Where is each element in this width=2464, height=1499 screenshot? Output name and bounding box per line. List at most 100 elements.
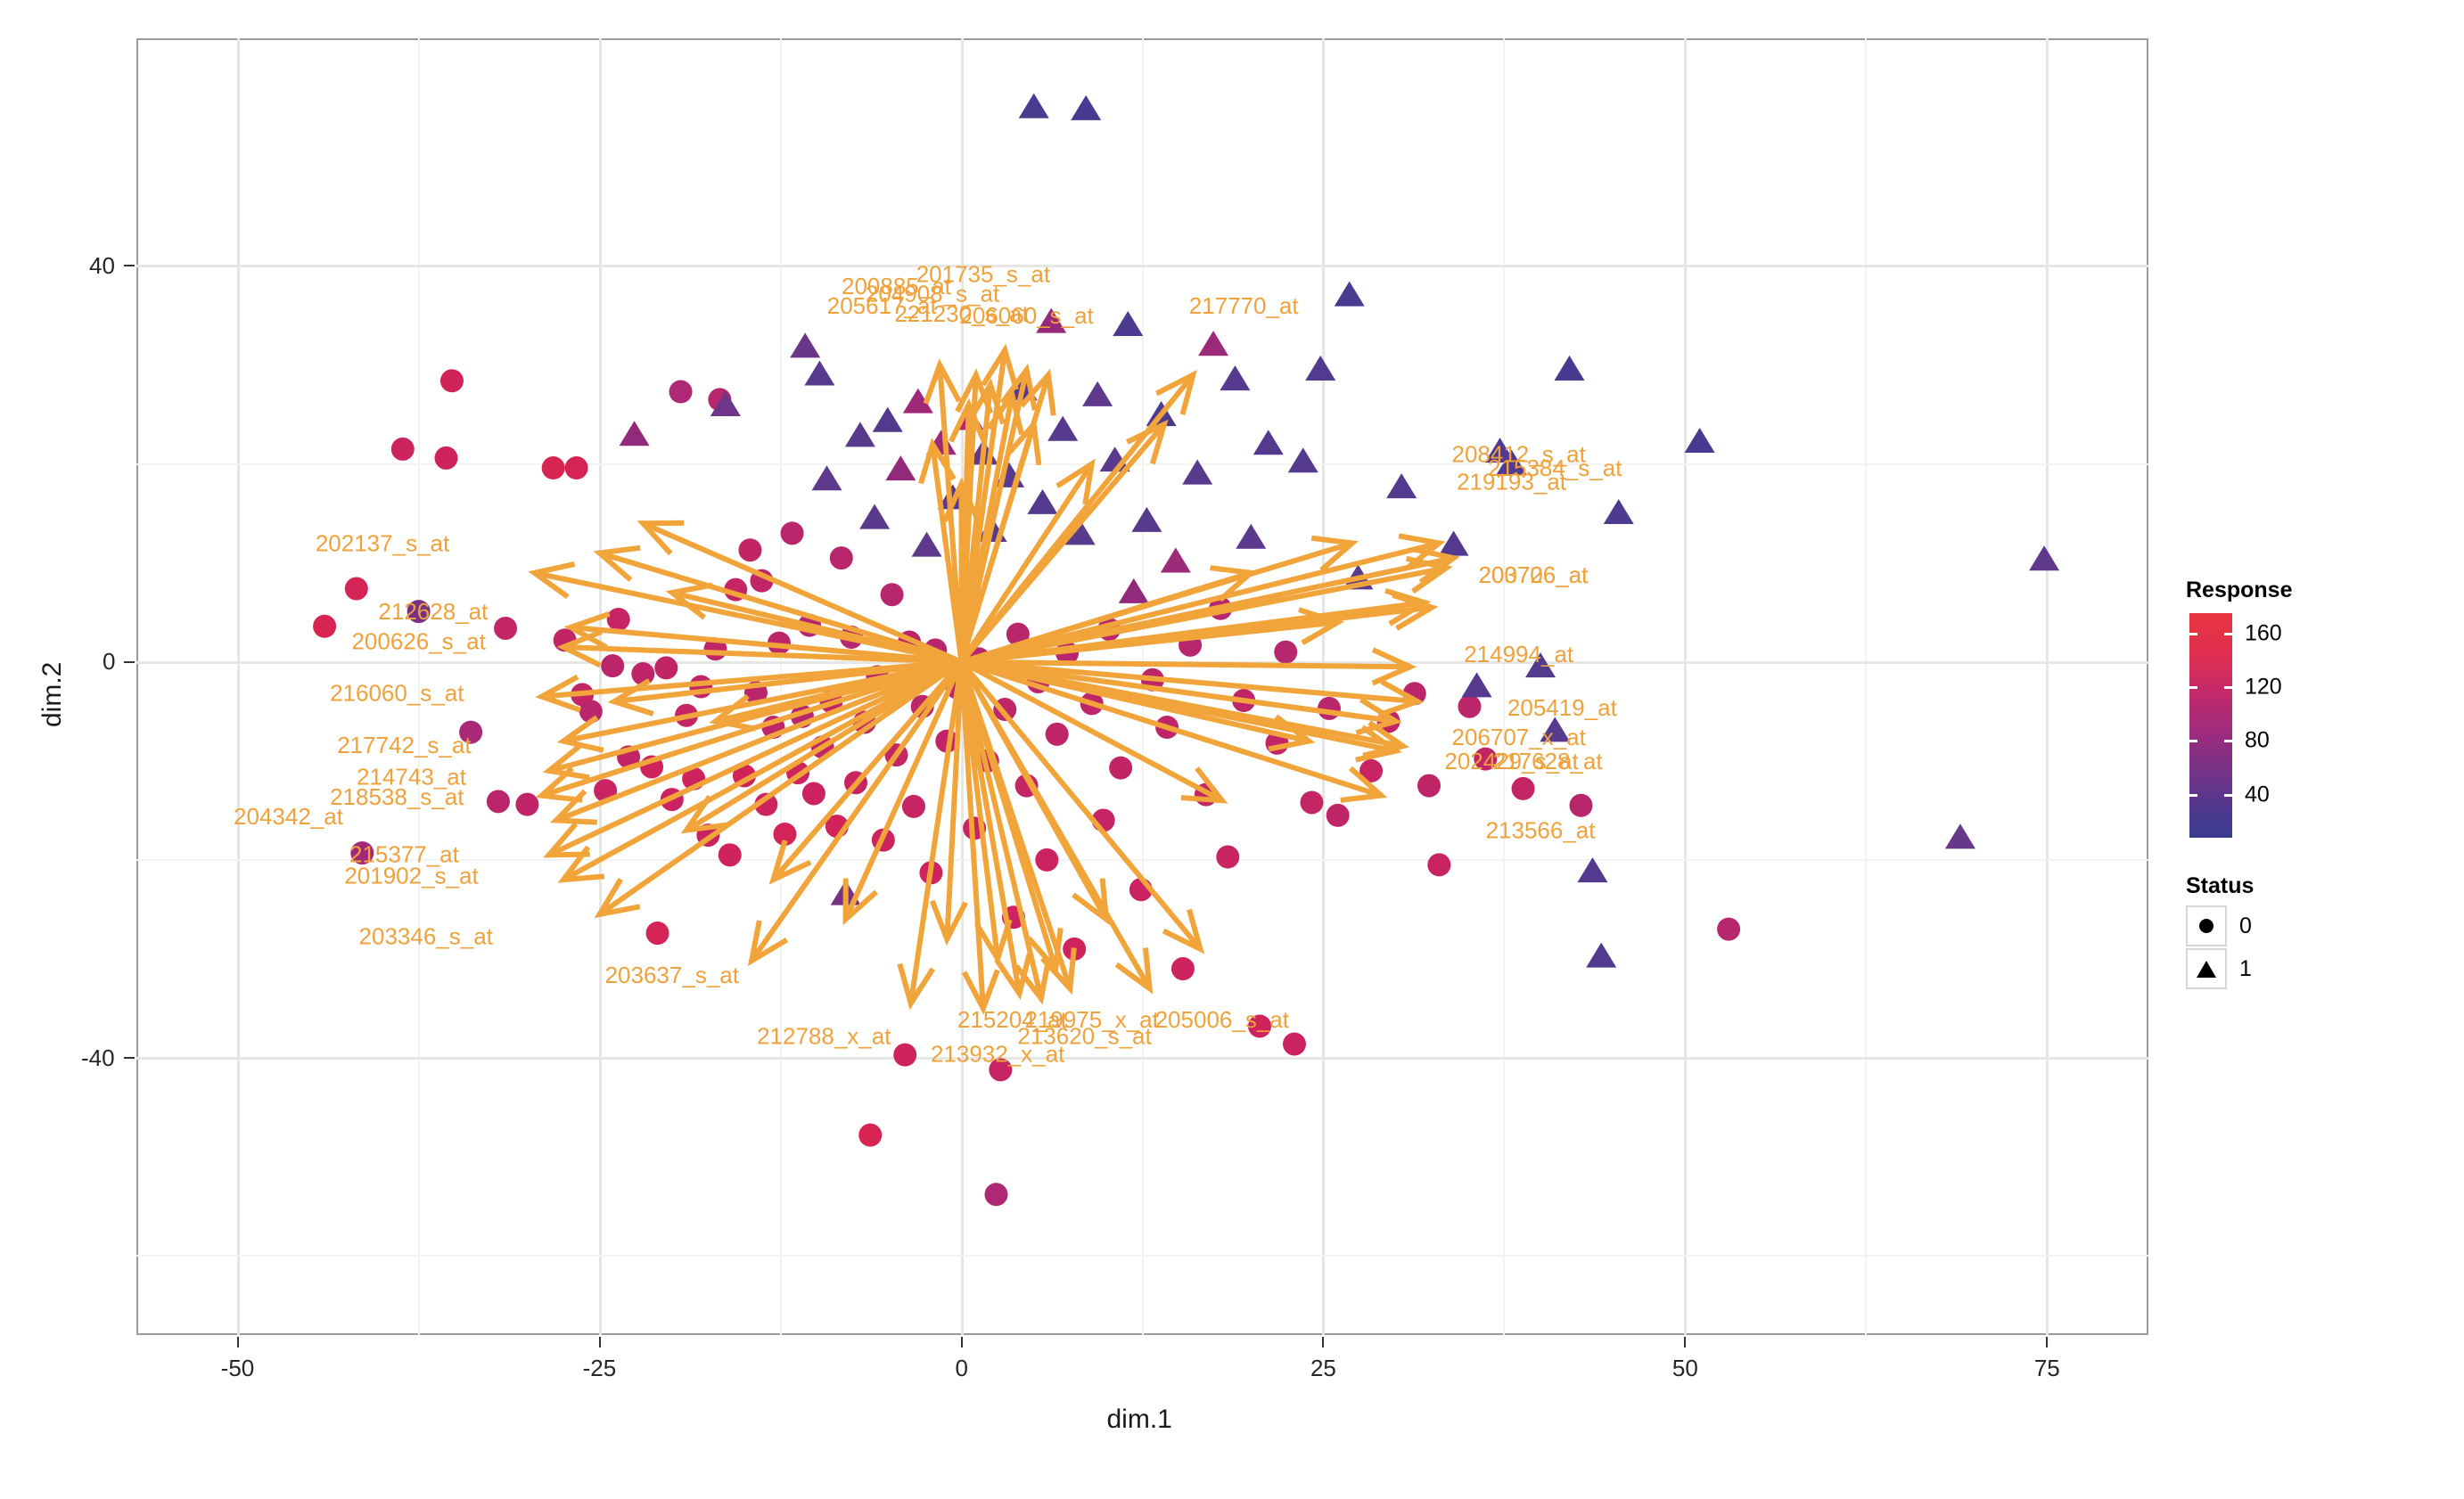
biplot-arrowhead bbox=[637, 520, 685, 556]
data-point-triangle bbox=[1027, 488, 1058, 514]
data-point-triangle bbox=[1064, 520, 1096, 545]
data-point-circle bbox=[494, 616, 518, 640]
biplot-arrow bbox=[959, 659, 1203, 951]
biplot-arrowhead bbox=[929, 899, 968, 946]
colorbar-tick bbox=[2224, 793, 2232, 797]
biplot-arrow bbox=[959, 422, 1167, 664]
biplot-arrow bbox=[642, 520, 963, 665]
data-point-circle bbox=[350, 841, 374, 865]
data-point-triangle bbox=[1160, 547, 1191, 573]
biplot-arrow bbox=[958, 661, 1001, 960]
colorbar-gradient bbox=[2189, 613, 2232, 838]
data-point-triangle bbox=[1577, 857, 1608, 883]
data-point-triangle bbox=[872, 406, 903, 432]
biplot-arrowhead bbox=[1362, 720, 1410, 758]
gridline-y-minor bbox=[136, 463, 2148, 465]
biplot-arrowhead bbox=[986, 388, 1024, 436]
data-point-triangle bbox=[1182, 459, 1213, 485]
biplot-arrow-label: 214994_at bbox=[1464, 641, 1574, 668]
biplot-arrow bbox=[961, 659, 1397, 725]
gridline-y-minor bbox=[136, 858, 2148, 861]
y-axis-title: dim.2 bbox=[37, 661, 67, 727]
data-point-triangle bbox=[1386, 473, 1417, 499]
data-point-circle bbox=[1359, 758, 1384, 782]
data-point-triangle bbox=[619, 421, 650, 446]
data-point-circle bbox=[313, 614, 337, 638]
biplot-arrow-label: 203726_at bbox=[1478, 561, 1589, 588]
gridline-x-major bbox=[1322, 38, 1326, 1335]
data-point-circle bbox=[1417, 774, 1441, 798]
biplot-arrowhead bbox=[1055, 458, 1096, 505]
biplot-arrow-label: 202137_s_at bbox=[316, 530, 450, 557]
biplot-arrow-label: 208412_s_at bbox=[1451, 441, 1586, 468]
gridline-x-major bbox=[598, 38, 602, 1335]
data-point-triangle bbox=[1036, 307, 1067, 333]
data-point-triangle bbox=[1082, 381, 1113, 406]
data-point-triangle bbox=[1334, 281, 1365, 307]
biplot-arrow-label: 213566_at bbox=[1486, 817, 1597, 844]
biplot-arrowhead bbox=[994, 953, 1032, 1001]
biplot-arrowhead bbox=[1005, 418, 1042, 466]
data-point-triangle bbox=[902, 388, 933, 414]
data-point-circle bbox=[989, 1058, 1013, 1082]
biplot-arrow bbox=[959, 462, 1095, 664]
data-point-circle bbox=[344, 577, 368, 601]
biplot-arrowhead bbox=[680, 794, 728, 834]
data-point-circle bbox=[601, 654, 625, 678]
biplot-arrow-label: 213620_s_at bbox=[1017, 1023, 1152, 1050]
y-tick-label: -40 bbox=[81, 1044, 115, 1071]
data-point-triangle bbox=[1253, 430, 1284, 455]
gridline-x-major bbox=[236, 38, 240, 1335]
data-point-circle bbox=[1569, 793, 1593, 817]
biplot-arrowhead bbox=[961, 969, 1000, 1015]
status-legend-item-1[interactable]: 1 bbox=[2186, 948, 2453, 989]
biplot-arrow-label: 217628_at bbox=[1493, 748, 1604, 774]
biplot-arrowhead bbox=[842, 878, 878, 926]
biplot-arrow bbox=[960, 659, 1224, 803]
data-point-circle bbox=[1458, 694, 1482, 718]
y-tick-mark bbox=[124, 660, 135, 663]
biplot-arrowhead bbox=[665, 582, 713, 620]
colorbar-tick-label: 160 bbox=[2245, 620, 2282, 646]
status-key-box bbox=[2186, 948, 2227, 989]
colorbar-tick-label: 40 bbox=[2245, 782, 2270, 807]
biplot-arrow bbox=[671, 590, 963, 665]
data-point-triangle bbox=[1525, 652, 1556, 678]
data-point-circle bbox=[541, 456, 565, 480]
data-point-circle bbox=[780, 521, 804, 545]
biplot-arrowhead bbox=[556, 715, 604, 753]
data-point-circle bbox=[1248, 1014, 1272, 1038]
colorbar-tick bbox=[2189, 632, 2197, 635]
data-point-circle bbox=[515, 792, 539, 816]
data-point-triangle bbox=[1305, 355, 1336, 381]
data-point-triangle bbox=[885, 455, 916, 481]
data-point-circle bbox=[434, 446, 458, 470]
biplot-arrow bbox=[958, 660, 1109, 921]
biplot-arrow-label: 200885_at bbox=[842, 273, 952, 299]
y-tick-label: 40 bbox=[89, 251, 115, 279]
x-tick-mark bbox=[960, 1337, 963, 1347]
biplot-arrow bbox=[597, 659, 964, 917]
colorbar-tick bbox=[2224, 685, 2232, 689]
triangle-icon bbox=[2197, 960, 2216, 978]
biplot-arrow-label: 205617_at bbox=[827, 292, 938, 319]
data-point-triangle bbox=[1118, 577, 1149, 603]
biplot-arrow-label: 201735_s_at bbox=[916, 260, 1051, 287]
biplot-arrow-label: 219193_at bbox=[1457, 469, 1567, 496]
biplot-arrow bbox=[930, 443, 965, 663]
biplot-arrow bbox=[960, 565, 1448, 665]
biplot-arrow bbox=[958, 661, 986, 1009]
biplot-arrowhead bbox=[1355, 725, 1402, 763]
biplot-arrowhead bbox=[981, 343, 1019, 390]
data-point-triangle bbox=[1287, 447, 1318, 473]
colorbar-tick bbox=[2189, 740, 2197, 743]
biplot-arrowhead bbox=[955, 368, 994, 414]
data-point-triangle bbox=[1438, 530, 1469, 556]
data-point-triangle bbox=[1461, 672, 1492, 698]
data-point-triangle bbox=[1944, 823, 1975, 849]
status-legend-item-0[interactable]: 0 bbox=[2186, 905, 2453, 946]
biplot-arrowhead bbox=[923, 358, 962, 405]
response-legend-title: Response bbox=[2186, 577, 2293, 602]
biplot-arrow bbox=[547, 659, 963, 858]
